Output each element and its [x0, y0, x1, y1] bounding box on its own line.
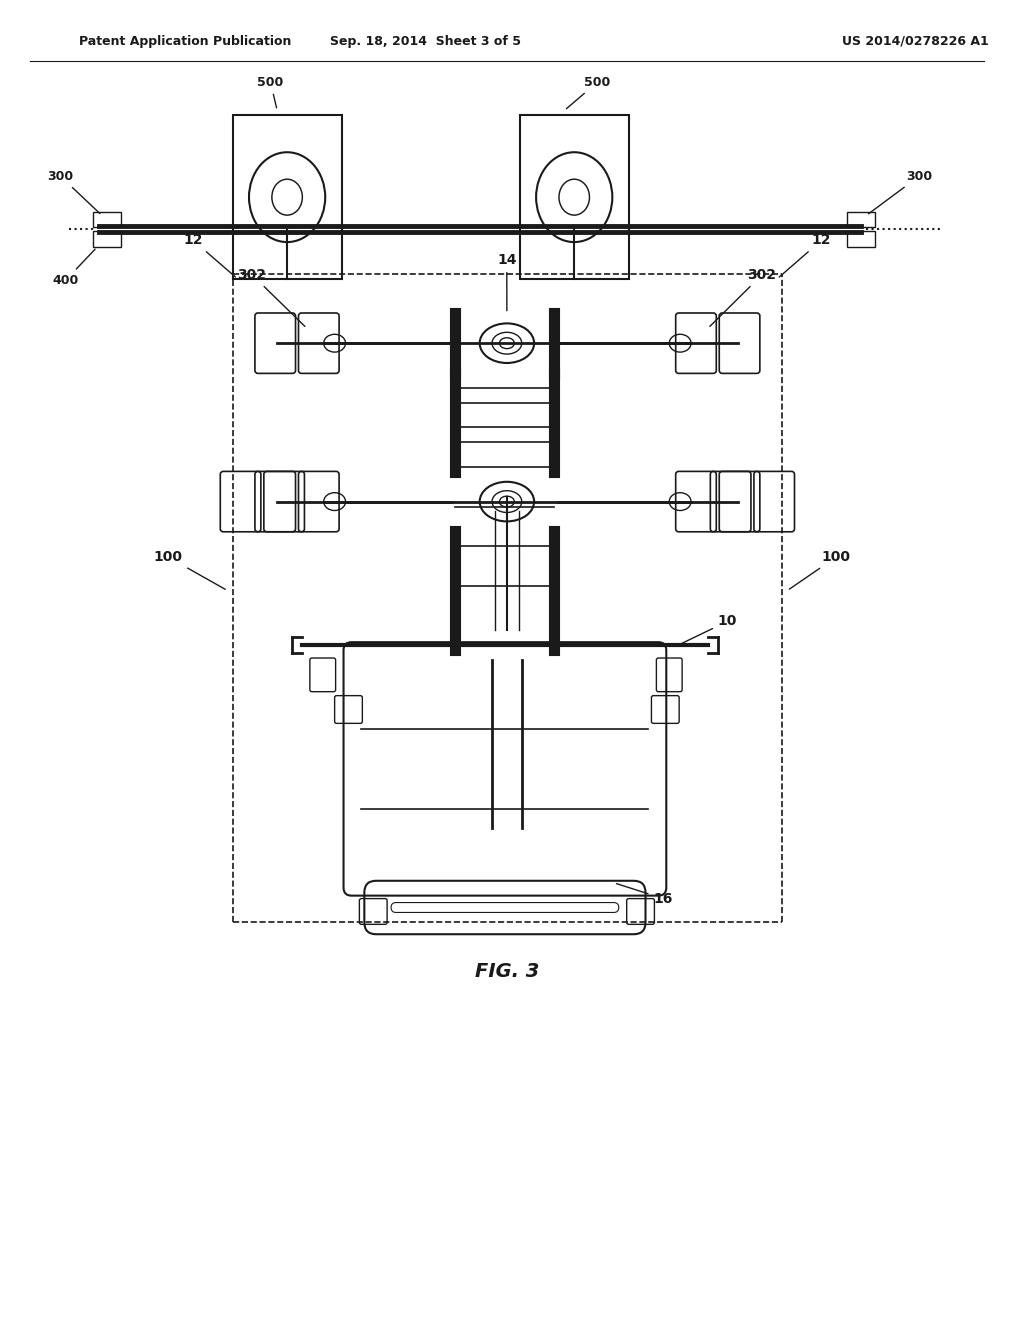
Text: 100: 100: [154, 550, 225, 589]
Text: US 2014/0278226 A1: US 2014/0278226 A1: [842, 34, 988, 48]
Bar: [848, 211, 876, 227]
Text: 12: 12: [183, 234, 236, 277]
Text: 302: 302: [710, 268, 776, 326]
Text: 400: 400: [52, 249, 95, 286]
Text: Sep. 18, 2014  Sheet 3 of 5: Sep. 18, 2014 Sheet 3 of 5: [330, 34, 521, 48]
Text: 300: 300: [868, 170, 932, 214]
Text: Patent Application Publication: Patent Application Publication: [79, 34, 292, 48]
Bar: [93, 231, 121, 247]
Text: 100: 100: [790, 550, 851, 589]
Text: 12: 12: [779, 234, 831, 277]
Text: 16: 16: [616, 883, 673, 906]
Bar: [232, 115, 342, 279]
Text: 302: 302: [238, 268, 305, 326]
Text: FIG. 3: FIG. 3: [475, 962, 539, 981]
Text: 500: 500: [257, 75, 284, 108]
Text: 10: 10: [681, 614, 737, 644]
Bar: [93, 211, 121, 227]
Text: 500: 500: [566, 75, 610, 108]
Text: 300: 300: [47, 170, 100, 214]
Bar: [848, 231, 876, 247]
Bar: [520, 115, 629, 279]
Text: 14: 14: [497, 253, 516, 310]
